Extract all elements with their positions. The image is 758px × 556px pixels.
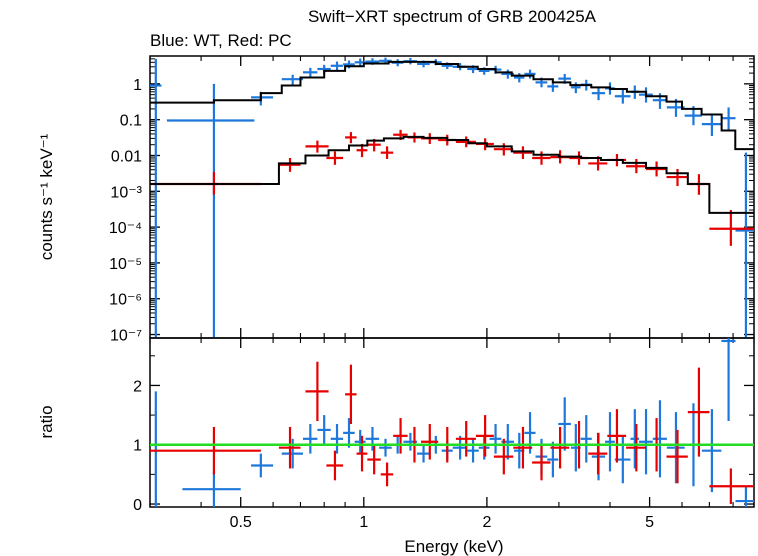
x-tick-label: 2 (482, 514, 491, 531)
ratio-frame (149, 337, 755, 508)
wt-model-line (150, 60, 754, 151)
spectrum-panel: 1 0.1 0.01 10⁻³ 10⁻⁴ 10⁻⁵ 10⁻⁶ 10⁻⁷ (109, 55, 755, 345)
y-tick-label: 0.1 (120, 113, 142, 130)
x-axis-label: Energy (keV) (404, 537, 503, 556)
y-tick-label: 10⁻⁷ (110, 328, 142, 345)
spectrum-frame (149, 55, 755, 339)
y-tick-label: 1 (133, 438, 142, 455)
x-tick-label: 0.5 (230, 514, 252, 531)
y-tick-label: 1 (133, 77, 142, 94)
y-axis-label-spectrum: counts s⁻¹ keV⁻¹ (37, 133, 56, 260)
y-tick-label: 2 (133, 378, 142, 395)
y-tick-label: 10⁻³ (110, 184, 142, 201)
chart-title: Swift−XRT spectrum of GRB 200425A (308, 7, 597, 26)
y-tick-label: 0 (133, 497, 142, 514)
y-tick-label: 10⁻⁴ (109, 220, 142, 237)
y-tick-label: 10⁻⁶ (109, 292, 142, 309)
y-tick-label: 0.01 (111, 148, 142, 165)
y-axis-label-ratio: ratio (37, 405, 56, 438)
chart-subtitle: Blue: WT, Red: PC (150, 31, 292, 50)
ratio-panel: 0.5 1 2 5 0 1 2 (133, 337, 755, 531)
x-tick-label: 5 (645, 514, 654, 531)
x-tick-label: 1 (359, 514, 368, 531)
pc-model-line (150, 135, 754, 214)
y-tick-label: 10⁻⁵ (109, 256, 142, 273)
